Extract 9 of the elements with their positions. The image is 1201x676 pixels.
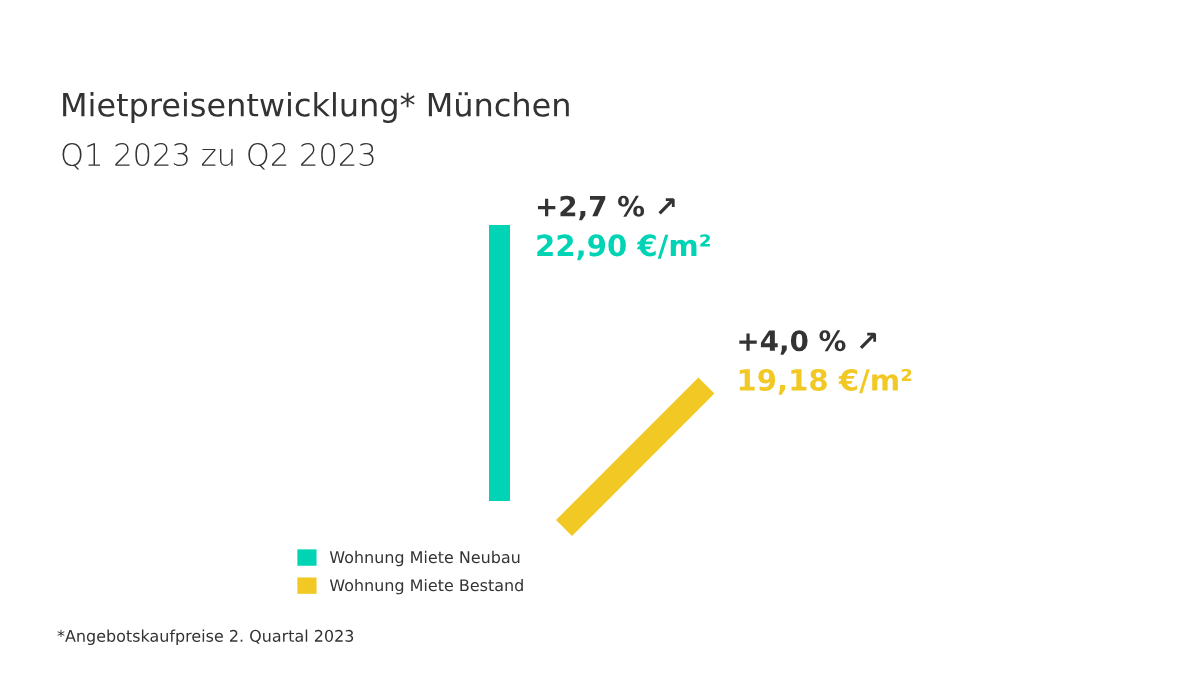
text: Q1 2023 zu Q2 2023 bbox=[62, 142, 374, 170]
data-label: 19,18 €/m² bbox=[739, 368, 912, 395]
data-label: 22,90 €/m² bbox=[537, 234, 710, 261]
text: +2,7 % ↗ bbox=[537, 195, 675, 221]
category-label: Wohnung Miete Neubau bbox=[329, 550, 520, 567]
text: +4,0 % ↗ bbox=[739, 330, 877, 355]
text: *Angebotskaufpreise 2. Quartal 2023 bbox=[57, 629, 354, 645]
category-label: Wohnung Miete Bestand bbox=[329, 578, 523, 595]
text: Mietpreisentwicklung* München bbox=[63, 92, 569, 123]
